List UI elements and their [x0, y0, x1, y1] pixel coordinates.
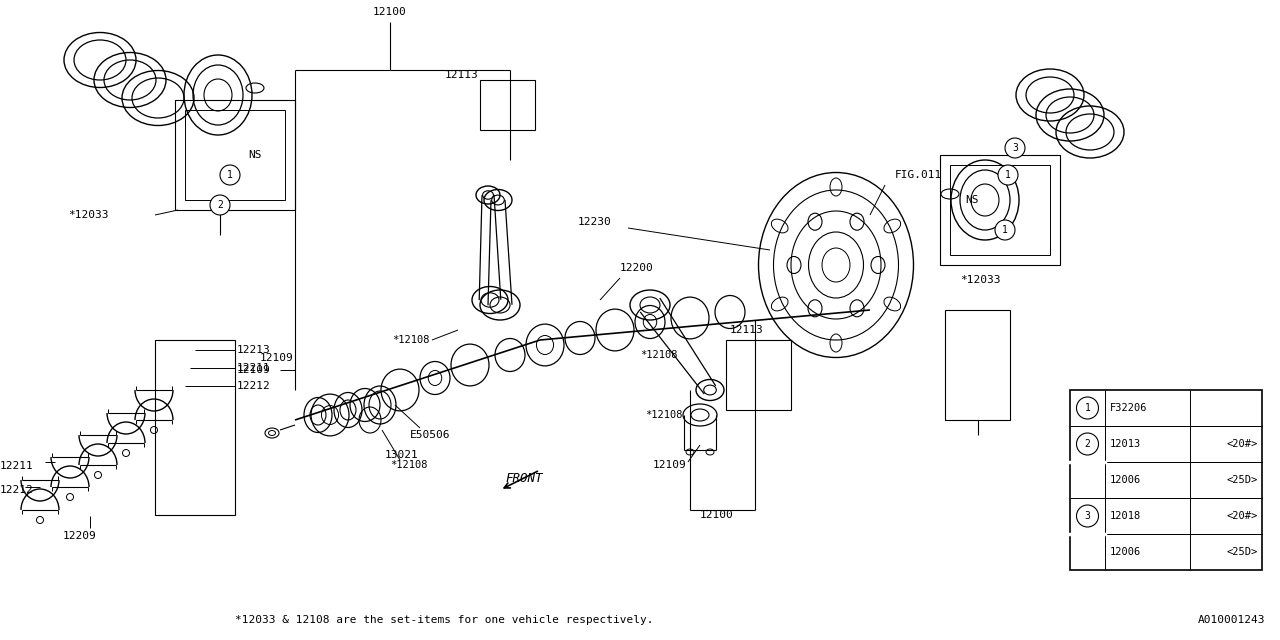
Text: 12213: 12213 [237, 345, 271, 355]
Text: A010001243: A010001243 [1198, 615, 1265, 625]
Text: 3: 3 [1084, 511, 1091, 521]
Text: 12006: 12006 [1110, 547, 1142, 557]
Text: *12108: *12108 [640, 350, 677, 360]
Text: 3: 3 [1012, 143, 1018, 153]
Text: 12230: 12230 [579, 217, 612, 227]
Text: FRONT: FRONT [506, 472, 543, 484]
Text: *12108: *12108 [393, 335, 430, 345]
Bar [175, 100, 294, 210]
Circle shape [210, 195, 230, 215]
Text: NS: NS [248, 150, 261, 160]
Text: 2: 2 [218, 200, 223, 210]
Circle shape [995, 220, 1015, 240]
Bar [186, 110, 285, 200]
Text: FIG.011: FIG.011 [895, 170, 942, 180]
Text: 13021: 13021 [385, 450, 419, 460]
Text: 12209: 12209 [63, 531, 97, 541]
Text: E50506: E50506 [410, 430, 451, 440]
Text: *12108: *12108 [645, 410, 682, 420]
Text: *12033: *12033 [960, 275, 1000, 285]
Text: 12212: 12212 [0, 485, 33, 495]
Text: F32206: F32206 [1110, 403, 1147, 413]
Circle shape [1076, 397, 1098, 419]
Text: 1: 1 [1005, 170, 1011, 180]
Text: 1: 1 [1002, 225, 1007, 235]
Text: *12033: *12033 [68, 210, 109, 220]
Text: 12212: 12212 [237, 381, 271, 391]
Bar [950, 165, 1050, 255]
Bar [940, 155, 1060, 265]
Text: 12200: 12200 [620, 263, 654, 273]
Text: 12109: 12109 [237, 365, 270, 375]
Text: 1: 1 [1084, 403, 1091, 413]
Text: 12100: 12100 [700, 510, 733, 520]
Text: 12100: 12100 [374, 7, 407, 17]
Text: NS: NS [965, 195, 978, 205]
Circle shape [998, 165, 1018, 185]
Text: <25D>: <25D> [1226, 547, 1258, 557]
Text: 12018: 12018 [1110, 511, 1142, 521]
Circle shape [220, 165, 241, 185]
Circle shape [1076, 433, 1098, 455]
Text: 12013: 12013 [1110, 439, 1142, 449]
Text: <20#>: <20#> [1226, 439, 1258, 449]
Text: <20#>: <20#> [1226, 511, 1258, 521]
Text: 12113: 12113 [730, 325, 764, 335]
Bar [155, 340, 236, 515]
Text: 12113: 12113 [445, 70, 479, 80]
Text: 1: 1 [227, 170, 233, 180]
Text: 12211: 12211 [237, 363, 271, 373]
Bar [945, 310, 1010, 420]
Text: 12109: 12109 [260, 353, 293, 363]
Text: 12211: 12211 [0, 461, 33, 471]
Text: *12108: *12108 [390, 460, 428, 470]
Text: 12006: 12006 [1110, 475, 1142, 485]
Circle shape [1005, 138, 1025, 158]
Text: <25D>: <25D> [1226, 475, 1258, 485]
Text: 12109: 12109 [653, 460, 686, 470]
Bar [480, 80, 535, 130]
Circle shape [1076, 505, 1098, 527]
Bar [726, 340, 791, 410]
Text: *12033 & 12108 are the set-items for one vehicle respectively.: *12033 & 12108 are the set-items for one… [236, 615, 654, 625]
Bar [1070, 390, 1262, 570]
Text: 2: 2 [1084, 439, 1091, 449]
